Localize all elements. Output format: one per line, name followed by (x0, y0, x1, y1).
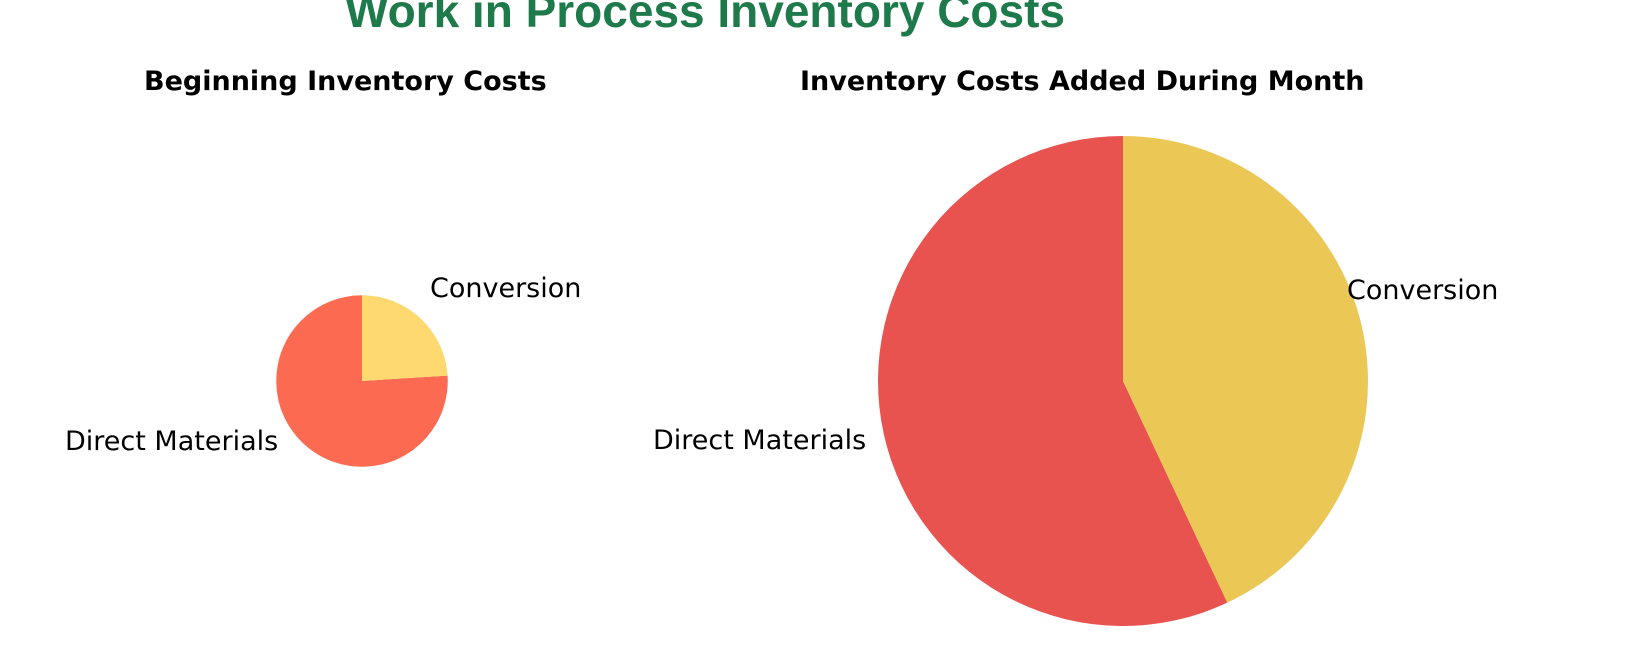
beginning-inventory-pie: Direct Materials Conversion (65, 273, 581, 467)
added-conversion-slice (1123, 136, 1368, 603)
beginning-conversion-slice (362, 295, 448, 381)
added-conversion-label: Conversion (1347, 275, 1498, 306)
added-direct-materials-slice (877, 135, 1228, 627)
beginning-conversion-label: Conversion (430, 273, 581, 304)
beginning-direct-materials-slice (276, 295, 448, 467)
beginning-direct-materials-label: Direct Materials (65, 426, 278, 457)
added-during-month-chart-title: Inventory Costs Added During Month (800, 66, 1365, 97)
beginning-inventory-chart-title: Beginning Inventory Costs (144, 66, 547, 97)
added-during-month-pie: Direct Materials Conversion (653, 135, 1498, 627)
page-title: Work in Process Inventory Costs (344, 0, 1066, 37)
added-direct-materials-label: Direct Materials (653, 425, 866, 456)
